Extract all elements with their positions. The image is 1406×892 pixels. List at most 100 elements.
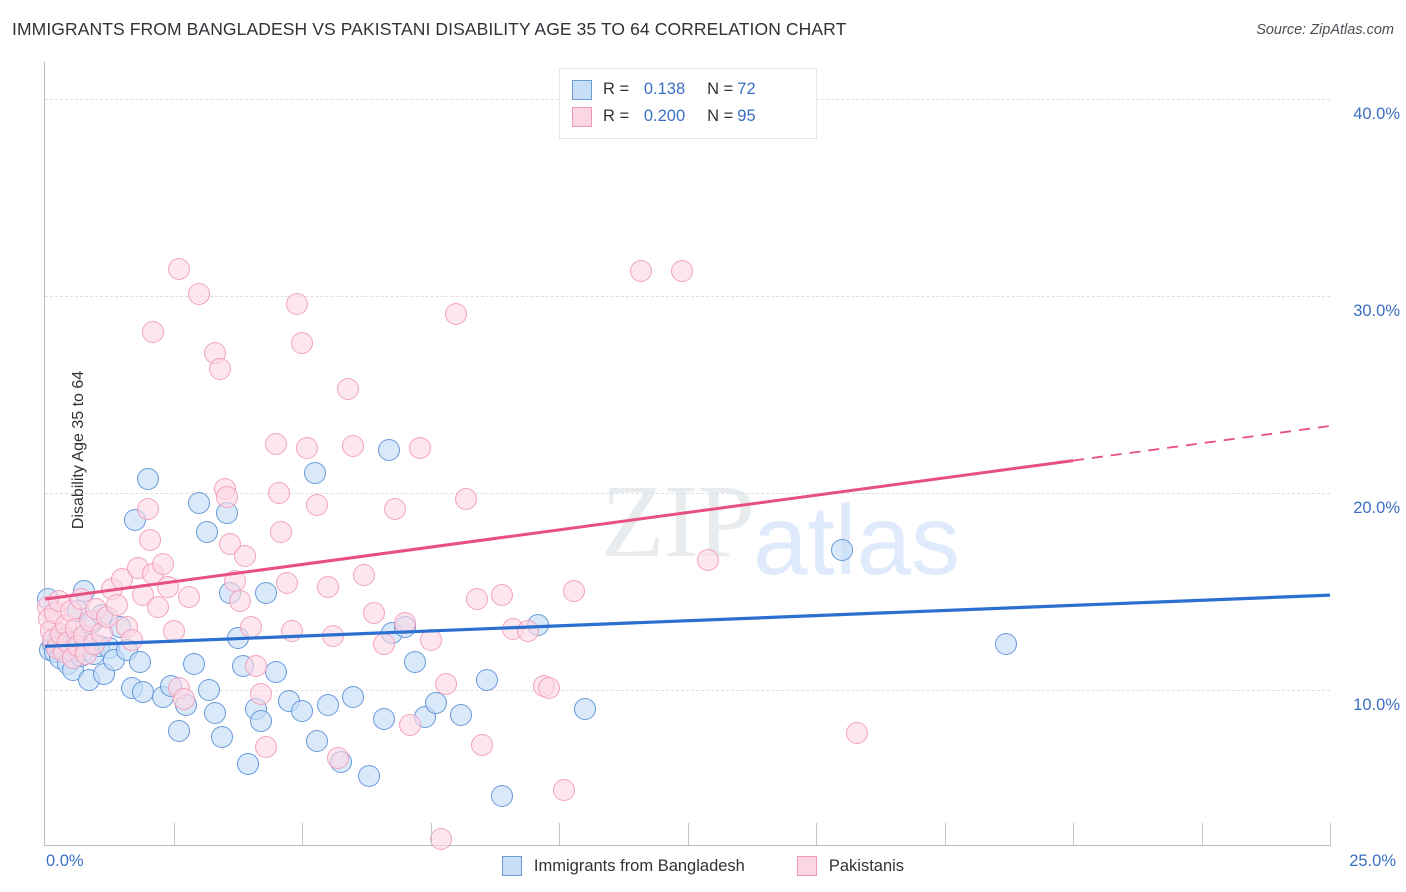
data-point-bangladesh	[136, 468, 159, 491]
r-value-pakistanis: 0.200	[643, 107, 686, 125]
data-point-pakistanis	[517, 619, 540, 642]
data-point-bangladesh	[195, 521, 218, 544]
x-axis-tick	[302, 823, 303, 845]
data-point-pakistanis	[419, 629, 442, 652]
data-point-pakistanis	[553, 778, 576, 801]
data-point-pakistanis	[139, 529, 162, 552]
data-point-bangladesh	[404, 651, 427, 674]
data-point-pakistanis	[249, 682, 272, 705]
data-point-bangladesh	[995, 633, 1018, 656]
data-point-pakistanis	[177, 586, 200, 609]
x-axis-tick	[430, 823, 432, 845]
data-point-pakistanis	[265, 432, 288, 455]
data-point-bangladesh	[203, 702, 226, 725]
data-point-pakistanis	[362, 601, 385, 624]
data-point-pakistanis	[270, 521, 293, 544]
x-axis-tick-label-max: 25.0%	[1349, 852, 1396, 870]
plot-area: ZIP atlas	[36, 62, 1330, 851]
stats-row-pakistanis: R = 0.200 N = 95	[572, 103, 806, 130]
y-axis-title: Disability Age 35 to 64	[70, 370, 88, 530]
x-axis-tick	[944, 823, 946, 845]
data-point-pakistanis	[157, 576, 180, 599]
x-axis-tick	[559, 823, 560, 845]
x-axis-tick	[1201, 823, 1203, 845]
data-point-pakistanis	[697, 548, 720, 571]
n-value-pakistanis: 95	[737, 107, 756, 125]
series-swatch-bangladesh-icon	[501, 856, 522, 876]
series-legend-item-pakistanis[interactable]: Pakistanis	[796, 856, 904, 876]
data-point-pakistanis	[162, 619, 185, 642]
data-point-pakistanis	[285, 292, 308, 315]
data-point-bangladesh	[491, 784, 514, 807]
source-note: Source: ZipAtlas.com	[1256, 22, 1394, 38]
data-point-pakistanis	[352, 564, 375, 587]
data-point-pakistanis	[239, 615, 262, 638]
data-point-bangladesh	[830, 538, 853, 561]
n-label-bangladesh: N =	[707, 80, 734, 98]
data-point-bangladesh	[255, 582, 278, 605]
data-point-pakistanis	[429, 828, 452, 851]
data-point-pakistanis	[291, 332, 313, 355]
x-axis-tick	[687, 823, 689, 845]
data-point-bangladesh	[316, 694, 339, 717]
data-point-pakistanis	[244, 654, 267, 677]
data-point-pakistanis	[229, 590, 252, 613]
data-point-bangladesh	[198, 678, 221, 701]
data-point-pakistanis	[563, 580, 586, 603]
data-point-pakistanis	[105, 593, 128, 616]
data-point-bangladesh	[357, 765, 380, 788]
data-point-pakistanis	[306, 493, 329, 516]
series-legend-item-bangladesh[interactable]: Immigrants from Bangladesh	[501, 856, 745, 876]
x-axis-tick	[816, 823, 817, 845]
data-point-pakistanis	[216, 485, 239, 508]
x-axis-tick	[173, 823, 175, 845]
legend-swatch-pakistanis-icon	[572, 106, 592, 127]
series-label-bangladesh: Immigrants from Bangladesh	[533, 856, 745, 875]
data-point-bangladesh	[450, 704, 473, 727]
data-point-pakistanis	[224, 570, 247, 593]
y-axis-tick-label: 30.0%	[1353, 302, 1400, 321]
data-point-bangladesh	[249, 710, 272, 733]
data-point-pakistanis	[255, 735, 278, 758]
y-axis-line	[44, 62, 45, 846]
gridline-y	[45, 296, 1330, 298]
data-point-bangladesh	[211, 725, 234, 748]
data-point-pakistanis	[337, 377, 360, 400]
data-point-pakistanis	[280, 619, 303, 642]
data-point-pakistanis	[267, 481, 290, 504]
watermark-zip: ZIP	[601, 464, 755, 579]
n-label-pakistanis: N =	[707, 107, 734, 125]
y-axis-tick-label: 40.0%	[1353, 105, 1400, 124]
data-point-pakistanis	[121, 629, 144, 652]
series-swatch-pakistanis-icon	[796, 856, 817, 876]
data-point-pakistanis	[491, 584, 514, 607]
data-point-pakistanis	[326, 747, 349, 770]
y-axis-tick-label: 20.0%	[1353, 498, 1400, 517]
data-point-bangladesh	[183, 653, 206, 675]
data-point-pakistanis	[671, 259, 694, 282]
n-value-bangladesh: 72	[737, 80, 756, 98]
data-point-bangladesh	[424, 692, 447, 715]
data-point-pakistanis	[846, 721, 869, 744]
page-title: IMMIGRANTS FROM BANGLADESH VS PAKISTANI …	[12, 19, 847, 39]
data-point-pakistanis	[409, 436, 432, 459]
data-point-bangladesh	[342, 686, 365, 709]
data-point-pakistanis	[152, 552, 175, 575]
x-axis-line	[44, 845, 1331, 846]
data-point-pakistanis	[342, 434, 365, 457]
data-point-bangladesh	[131, 680, 154, 703]
data-point-bangladesh	[129, 651, 152, 674]
data-point-pakistanis	[208, 357, 231, 380]
data-point-pakistanis	[455, 487, 478, 510]
r-label-bangladesh: R =	[603, 80, 630, 98]
stats-row-bangladesh: R = 0.138 N = 72	[572, 76, 806, 103]
y-axis-tick-label: 10.0%	[1353, 695, 1400, 714]
r-label-pakistanis: R =	[603, 107, 630, 125]
data-point-bangladesh	[265, 660, 288, 683]
data-point-pakistanis	[465, 588, 488, 611]
gridline-y	[45, 689, 1330, 691]
zipatlas-watermark: ZIP atlas	[601, 464, 960, 596]
data-point-pakistanis	[445, 302, 468, 325]
data-point-pakistanis	[296, 436, 319, 459]
x-axis-tick-label-min: 0.0%	[46, 852, 84, 870]
